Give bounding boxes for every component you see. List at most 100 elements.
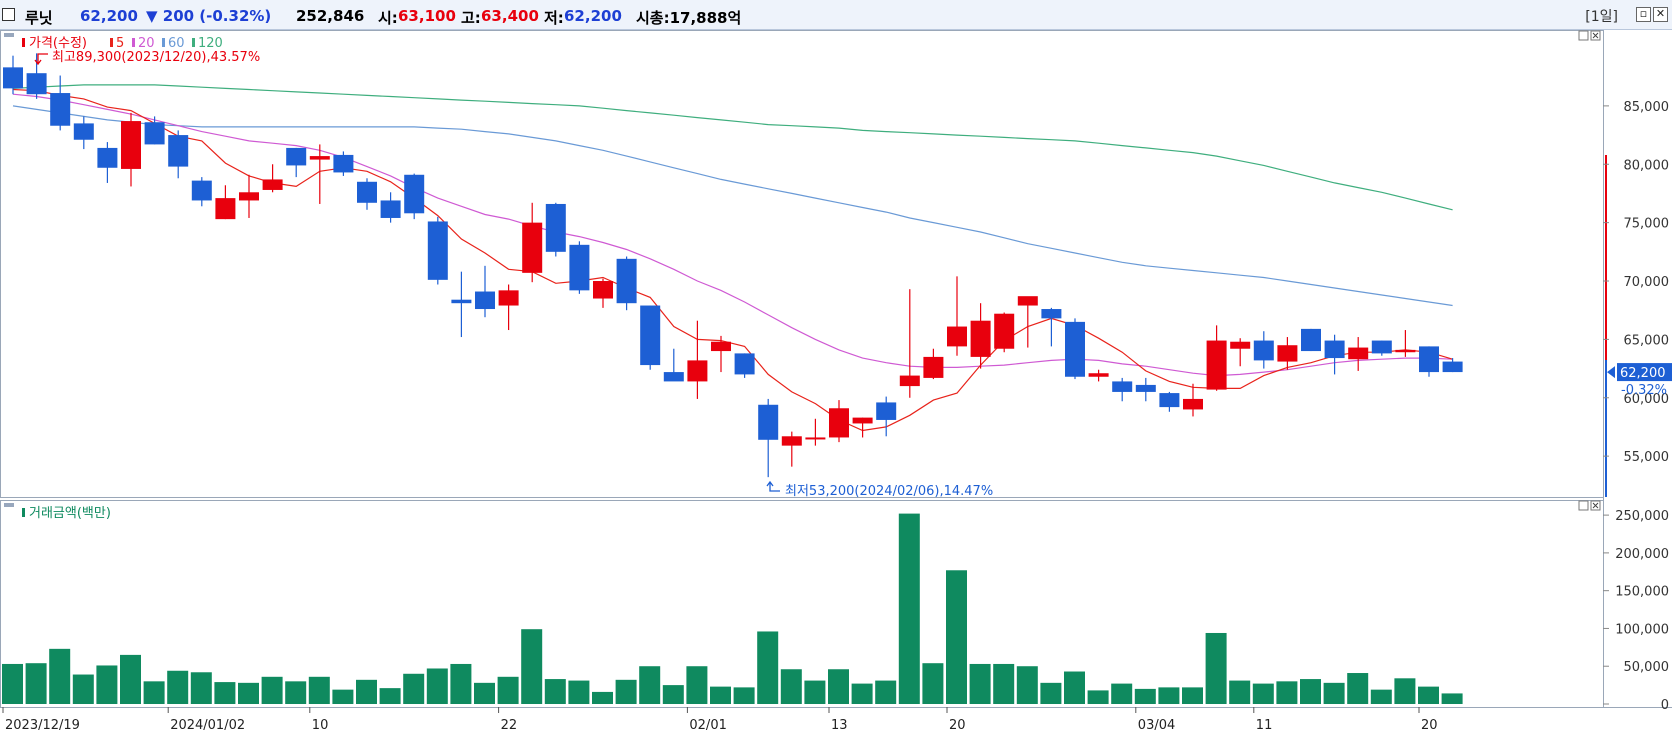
candle — [1395, 330, 1416, 357]
candle — [1183, 383, 1203, 417]
volume-bar — [1182, 687, 1203, 704]
candle — [73, 116, 94, 150]
high-arrow-icon — [37, 53, 48, 63]
price-tick-label: 65,000 — [1624, 333, 1670, 348]
price-panel-buttons[interactable] — [1578, 30, 1601, 41]
candle — [781, 431, 802, 467]
volume-bar — [568, 680, 590, 704]
volume-panel-buttons[interactable] — [1578, 500, 1601, 511]
volume-bar — [1229, 680, 1251, 704]
volume-bar — [1016, 666, 1038, 704]
volume-bar — [1158, 687, 1180, 704]
ma60-label: 60 — [168, 36, 185, 51]
panel-grip-icon — [4, 33, 14, 37]
candle — [1371, 340, 1392, 356]
ma60-line — [12, 105, 1453, 307]
candle — [970, 303, 991, 369]
candle — [876, 396, 897, 437]
candle — [1230, 338, 1251, 367]
candle — [545, 202, 566, 257]
volume-tick-label: 50,000 — [1624, 660, 1670, 675]
volume-bar — [662, 685, 684, 704]
low-label: 저: — [544, 9, 564, 27]
volume-bar — [356, 679, 377, 704]
current-change-text: -0.32% — [1621, 383, 1667, 398]
volume-bar — [804, 680, 826, 704]
ma5-swatch — [110, 38, 113, 47]
volume-legend-swatch — [22, 508, 25, 517]
candle — [1253, 331, 1274, 369]
current-price-tag — [1617, 363, 1672, 382]
period-selector[interactable]: [1일] — [1585, 9, 1618, 25]
price-legend-swatch — [22, 38, 25, 47]
current-price-tag-text: 62,200 — [1620, 366, 1666, 381]
candle — [734, 353, 755, 378]
volume-bar — [1205, 632, 1227, 704]
volume-bar — [1370, 689, 1392, 704]
price-tick-label: 80,000 — [1624, 158, 1670, 173]
restore-icon[interactable]: ▫ — [1636, 7, 1651, 22]
ma120-swatch — [192, 38, 195, 47]
candle — [357, 178, 377, 210]
volume-bar — [733, 687, 755, 704]
price-legend-title: 가격(수정) — [29, 36, 87, 51]
volume-bar — [308, 676, 330, 704]
ma120-line — [12, 84, 1453, 211]
volume-panel — [0, 500, 1604, 708]
candle — [1324, 334, 1345, 375]
low-arrow-icon — [769, 483, 780, 492]
candle — [616, 256, 637, 311]
date-tick-label: 22 — [501, 718, 518, 733]
candle — [239, 174, 259, 218]
candle — [121, 112, 141, 187]
volume-bar — [1323, 682, 1345, 704]
volume-bar — [120, 654, 141, 704]
volume-bar — [497, 676, 519, 704]
candle — [711, 335, 731, 373]
date-tick-label: 13 — [831, 718, 848, 733]
volume-bar — [1134, 688, 1156, 704]
price-change: ▼ 200 (-0.32%) — [146, 7, 272, 25]
volume-bar — [851, 683, 873, 704]
candle — [451, 271, 472, 338]
volume-bar — [25, 663, 47, 704]
candle — [1348, 337, 1369, 371]
volume-y-axis: 0 50,000 100,000 150,000 200,000 250,000 — [1603, 509, 1669, 713]
volume-bar — [332, 689, 354, 704]
close-icon[interactable]: ✕ — [1653, 7, 1668, 22]
candle — [663, 348, 684, 382]
current-price-marker-icon — [1607, 366, 1615, 379]
high-price: 63,400 — [481, 7, 539, 25]
volume-bar — [922, 663, 944, 704]
candle — [286, 147, 307, 178]
candle — [333, 151, 354, 176]
volume-bar — [898, 513, 920, 704]
date-axis: 2023/12/19 2024/01/02 10 22 02/01 13 20 03/04 11… — [2, 707, 1438, 733]
candle — [1112, 377, 1133, 402]
volume-tick-label: 0 — [1661, 698, 1669, 713]
candle — [309, 144, 330, 204]
volume-tick-label: 250,000 — [1615, 509, 1669, 524]
volume-bar — [167, 670, 189, 704]
volume-bar — [1111, 683, 1133, 704]
header-bar: 루닛 62,200 ▼ 200 (-0.32%) 252,846 시: 63,1… — [0, 0, 1672, 30]
candle — [593, 278, 613, 308]
candle — [262, 164, 283, 193]
candle — [1041, 307, 1062, 347]
date-tick-label: 03/04 — [1138, 718, 1175, 733]
candle — [805, 418, 826, 446]
candle — [899, 289, 920, 398]
ma20-label: 20 — [138, 36, 155, 51]
price-tick-label: 75,000 — [1624, 217, 1670, 232]
volume-bar — [474, 682, 495, 704]
volume-bar — [1418, 686, 1439, 704]
candle — [404, 173, 425, 220]
candlestick-series — [3, 53, 1463, 478]
candle — [215, 185, 236, 220]
volume-bar — [875, 680, 897, 704]
candle — [1017, 296, 1038, 348]
volume-bar — [379, 688, 401, 704]
select-checkbox[interactable] — [2, 8, 15, 21]
volume-bar — [946, 570, 967, 704]
